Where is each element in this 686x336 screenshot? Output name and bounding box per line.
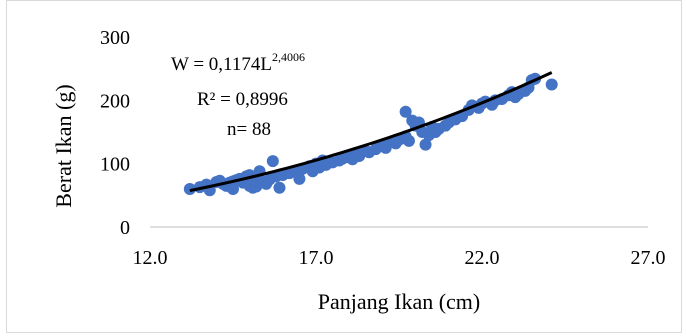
equation-annotation: W = 0,1174L2,4006 R² = 0,8996 n= 88 — [171, 50, 305, 140]
r-squared-text: R² = 0,8996 — [197, 89, 288, 110]
data-point — [266, 155, 279, 168]
data-point — [545, 78, 558, 91]
data-point — [402, 134, 415, 147]
y-tick-label: 0 — [120, 217, 130, 239]
data-point — [419, 138, 432, 151]
equation-exponent: 2,4006 — [272, 50, 305, 64]
x-tick-labels: 12.0 17.0 22.0 27.0 — [133, 247, 666, 269]
x-tick-label: 22.0 — [465, 247, 500, 269]
y-tick-label: 100 — [100, 154, 130, 176]
x-tick-label: 27.0 — [631, 247, 666, 269]
data-point — [183, 183, 196, 195]
data-point — [293, 172, 306, 185]
scatter-chart: 0 100 200 300 12.0 17.0 22.0 27.0 Berat Ikan (… — [51, 27, 666, 314]
y-axis-title: Berat Ikan (g) — [51, 84, 76, 207]
sample-size-text: n= 88 — [227, 119, 271, 140]
x-tick-label: 12.0 — [133, 247, 168, 269]
data-point — [399, 105, 412, 118]
chart-frame: 0 100 200 300 12.0 17.0 22.0 27.0 Berat Ikan (… — [6, 0, 682, 333]
y-tick-labels: 0 100 200 300 — [100, 27, 130, 239]
x-axis-title: Panjang Ikan (cm) — [318, 289, 481, 314]
y-tick-label: 200 — [100, 90, 130, 112]
equation-text: W = 0,1174L — [171, 54, 272, 75]
trendline — [189, 71, 553, 193]
x-tick-label: 17.0 — [299, 247, 334, 269]
data-point — [273, 181, 286, 194]
svg-text:W = 0,1174L2,4006: W = 0,1174L2,4006 — [171, 50, 305, 75]
y-tick-label: 300 — [100, 27, 130, 49]
